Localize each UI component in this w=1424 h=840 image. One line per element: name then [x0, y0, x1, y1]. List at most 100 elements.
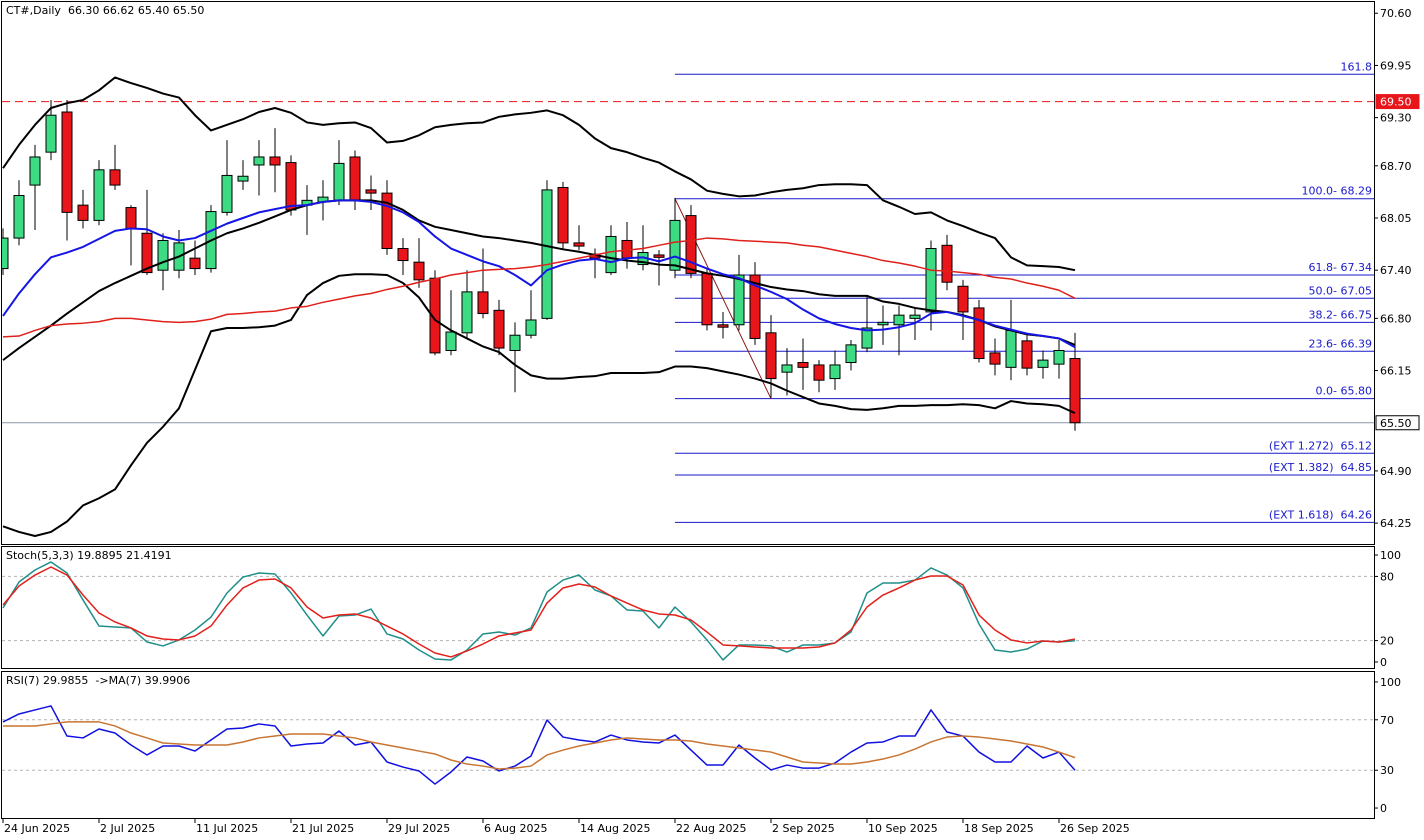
candle-body — [13, 195, 25, 239]
indicator-line — [2, 199, 1076, 349]
candle-body — [509, 334, 521, 351]
candle-body — [397, 248, 409, 262]
indicator-line — [2, 273, 1076, 537]
y-tick-label: 0 — [1380, 656, 1387, 669]
price-panel-frame — [1, 1, 1375, 545]
x-tick-label: 21 Jul 2025 — [292, 822, 354, 835]
candle-body — [333, 162, 345, 201]
fib-label: (EXT 1.382) 64.85 — [1269, 461, 1372, 474]
candle-body — [653, 254, 665, 258]
x-tick-label: 22 Aug 2025 — [676, 822, 746, 835]
candle-body — [893, 314, 905, 326]
candle-body — [909, 314, 921, 319]
candle-body — [973, 307, 985, 360]
candle-body — [461, 291, 473, 334]
candle-body — [989, 352, 1001, 365]
fib-label: 0.0- 65.80 — [1316, 385, 1372, 398]
candle-body — [285, 162, 297, 211]
candle-body — [925, 248, 937, 313]
candle-body — [605, 235, 617, 274]
candle-body — [221, 174, 233, 213]
candle-body — [109, 169, 121, 186]
y-tick-label: 30 — [1380, 764, 1394, 777]
panel — [2, 73, 1374, 537]
y-tick-label: 67.40 — [1380, 264, 1412, 277]
candle-body — [429, 277, 441, 354]
candle-body — [829, 364, 841, 380]
candle-body — [957, 285, 969, 313]
price-label-box — [1375, 415, 1420, 431]
indicator-line — [2, 705, 1076, 785]
candle-body — [157, 239, 169, 271]
indicator-line — [2, 199, 1076, 361]
candle-body — [733, 274, 745, 326]
indicator-line — [2, 561, 1076, 661]
y-tick-label: 66.80 — [1380, 312, 1412, 325]
y-tick-label: 80 — [1380, 570, 1394, 583]
y-tick-label: 69.30 — [1380, 112, 1412, 125]
price-label: 69.50 — [1380, 96, 1412, 109]
candle-body — [141, 232, 153, 274]
x-tick-label: 24 Jun 2025 — [4, 822, 70, 835]
candle-body — [365, 189, 377, 194]
candle-body — [765, 332, 777, 380]
candle-body — [1005, 329, 1017, 368]
rsi-panel-frame — [1, 671, 1375, 819]
x-tick-label: 18 Sep 2025 — [964, 822, 1034, 835]
fib-label: 61.8- 67.34 — [1309, 261, 1372, 274]
candle-body — [93, 169, 105, 221]
candle-body — [269, 156, 281, 166]
candle-body — [541, 189, 553, 319]
y-tick-label: 64.90 — [1380, 465, 1412, 478]
candle-body — [381, 192, 393, 250]
y-tick-label: 0 — [1380, 802, 1387, 815]
price-label: 65.50 — [1380, 417, 1412, 430]
y-tick-label: 100 — [1380, 676, 1401, 689]
indicator-line — [2, 566, 1076, 658]
y-tick-label: 70 — [1380, 714, 1394, 727]
candle-body — [1037, 359, 1049, 368]
candle-body — [749, 274, 761, 339]
candle-body — [941, 244, 953, 283]
candle-body — [1069, 358, 1081, 424]
candle-body — [125, 207, 137, 229]
candle-body — [477, 291, 489, 315]
candle-body — [685, 215, 697, 274]
candle-body — [77, 204, 89, 221]
candle-body — [253, 156, 265, 166]
candle-body — [237, 175, 249, 182]
candle-body — [573, 242, 585, 247]
candle-body — [701, 272, 713, 326]
candle-body — [781, 364, 793, 373]
candle-body — [29, 156, 41, 186]
candle-body — [349, 156, 361, 201]
y-tick-label: 100 — [1380, 549, 1401, 562]
fib-label: 50.0- 67.05 — [1309, 284, 1372, 297]
panel-title: Stoch(5,3,3) 19.8895 21.4191 — [6, 549, 172, 562]
stoch-panel-frame — [1, 546, 1375, 669]
panel-title: RSI(7) 29.9855 ->MA(7) 39.9906 — [6, 674, 190, 687]
x-tick-label: 6 Aug 2025 — [484, 822, 547, 835]
candle-body — [445, 331, 457, 351]
candle-body — [845, 344, 857, 364]
candle-body — [797, 362, 809, 368]
candle-body — [877, 321, 889, 326]
y-tick-label: 68.05 — [1380, 212, 1412, 225]
y-tick-label: 70.60 — [1380, 7, 1412, 20]
x-tick-label: 2 Sep 2025 — [772, 822, 835, 835]
x-tick-label: 14 Aug 2025 — [580, 822, 650, 835]
indicator-line — [2, 237, 1076, 338]
x-tick-label: 29 Jul 2025 — [388, 822, 450, 835]
y-tick-label: 69.95 — [1380, 59, 1412, 72]
candle-body — [61, 111, 73, 213]
panel — [2, 705, 1374, 785]
fib-label: (EXT 1.272) 65.12 — [1269, 439, 1372, 452]
x-tick-label: 11 Jul 2025 — [196, 822, 258, 835]
panel-title: CT#,Daily 66.30 66.62 65.40 65.50 — [6, 4, 204, 17]
candle-body — [189, 257, 201, 270]
fib-label: 100.0- 68.29 — [1302, 185, 1372, 198]
indicator-line — [2, 76, 1076, 272]
candle-body — [717, 324, 729, 328]
candle-body — [813, 364, 825, 381]
